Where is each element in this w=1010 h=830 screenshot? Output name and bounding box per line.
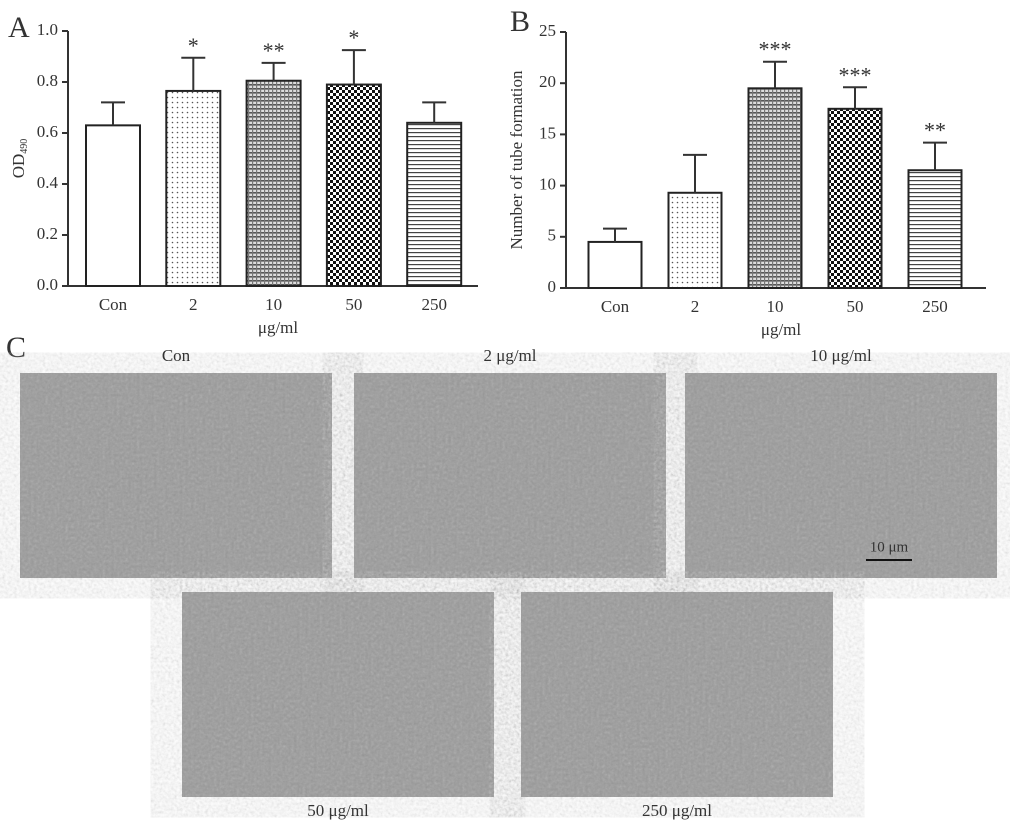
x-tick-label: 250 xyxy=(421,295,447,314)
y-tick-label: 0.6 xyxy=(37,122,58,141)
micrograph-texture xyxy=(354,373,666,578)
x-axis-label: μg/ml xyxy=(761,320,802,339)
y-axis-label: Number of tube formation xyxy=(507,70,526,249)
image-label: 10 μg/ml xyxy=(810,346,872,365)
bar xyxy=(747,87,803,289)
y-tick-label: 0.8 xyxy=(37,71,58,90)
significance: ** xyxy=(263,38,285,63)
x-tick-label: 10 xyxy=(265,295,282,314)
micrograph-texture xyxy=(521,592,833,797)
panel-label: A xyxy=(8,11,30,44)
bar xyxy=(907,169,963,290)
significance: * xyxy=(348,25,359,50)
y-tick-label: 5 xyxy=(548,226,557,245)
y-axis-label: OD490 xyxy=(9,139,30,179)
x-tick-label: 50 xyxy=(847,297,864,316)
x-tick-label: 50 xyxy=(345,295,362,314)
y-tick-label: 0.0 xyxy=(37,275,58,294)
y-tick-label: 0.2 xyxy=(37,224,58,243)
significance: *** xyxy=(839,62,872,87)
bar xyxy=(325,83,382,287)
x-tick-label: Con xyxy=(99,295,128,314)
panel-label: B xyxy=(510,5,530,38)
y-axis-label-sub: 490 xyxy=(19,139,30,154)
bar xyxy=(85,124,141,287)
y-tick-label: 10 xyxy=(539,175,556,194)
y-tick-label: 15 xyxy=(539,123,556,142)
y-axis-label-main: OD xyxy=(9,154,28,179)
bar xyxy=(165,89,222,287)
bar xyxy=(667,191,723,290)
y-axis-label-main: Number of tube formation xyxy=(507,70,526,249)
y-tick-label: 25 xyxy=(539,21,556,40)
x-tick-label: 2 xyxy=(189,295,198,314)
bar xyxy=(827,107,883,289)
x-tick-label: 10 xyxy=(767,297,784,316)
bar xyxy=(587,240,643,289)
image-label: 2 μg/ml xyxy=(483,346,536,365)
y-tick-label: 0 xyxy=(548,277,557,296)
y-tick-label: 1.0 xyxy=(37,20,58,39)
x-tick-label: 250 xyxy=(922,297,948,316)
x-tick-label: 2 xyxy=(691,297,700,316)
bar xyxy=(406,121,463,287)
micrograph-texture xyxy=(685,373,997,578)
panel-label: C xyxy=(6,331,26,364)
image-label: Con xyxy=(162,346,191,365)
micrograph-texture xyxy=(20,373,332,578)
significance: *** xyxy=(759,37,792,62)
image-label: 50 μg/ml xyxy=(307,801,369,820)
significance: ** xyxy=(924,118,946,143)
image-label: 250 μg/ml xyxy=(642,801,712,820)
x-axis-label: μg/ml xyxy=(258,318,299,337)
y-tick-label: 0.4 xyxy=(37,173,59,192)
scale-bar-label: 10 μm xyxy=(870,539,909,555)
bar xyxy=(245,79,302,287)
y-tick-label: 20 xyxy=(539,72,556,91)
significance: * xyxy=(188,33,199,58)
x-tick-label: Con xyxy=(601,297,630,316)
micrograph-texture xyxy=(182,592,494,797)
